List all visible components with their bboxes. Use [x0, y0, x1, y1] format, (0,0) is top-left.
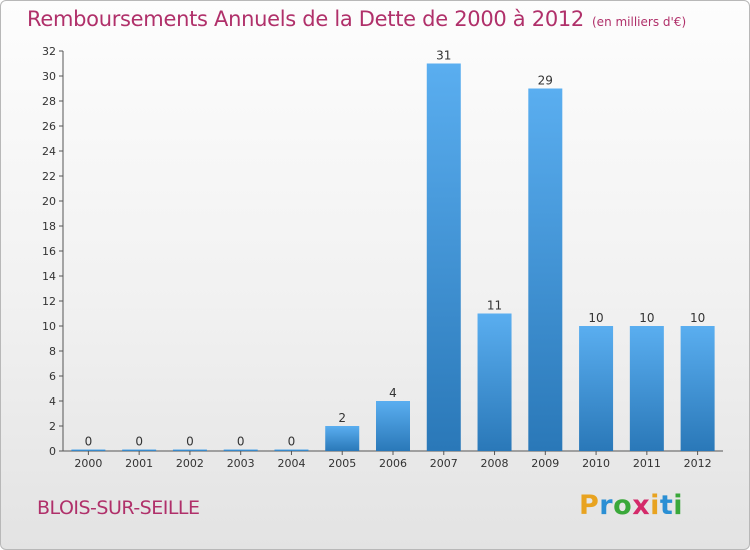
bar-value-label: 0 [85, 435, 93, 449]
y-tick-label: 16 [42, 245, 56, 258]
bar [223, 449, 258, 451]
y-tick-label: 2 [49, 420, 56, 433]
x-tick-label: 2002 [176, 457, 204, 470]
bar [579, 326, 614, 451]
bar-value-label: 4 [389, 386, 397, 400]
bar [376, 401, 410, 451]
bar [71, 449, 106, 451]
y-tick-label: 4 [49, 395, 56, 408]
unit-note: (en milliers d'€) [592, 15, 687, 29]
y-tick-label: 10 [42, 320, 56, 333]
x-tick-label: 2010 [582, 457, 610, 470]
y-tick-label: 14 [42, 270, 56, 283]
y-tick-label: 24 [42, 145, 56, 158]
logo-letter: i [650, 490, 660, 521]
x-tick-label: 2009 [531, 457, 559, 470]
bar-value-label: 0 [288, 435, 296, 449]
bar [172, 449, 207, 451]
bar-value-label: 0 [237, 435, 245, 449]
x-tick-label: 2000 [74, 457, 102, 470]
x-tick-label: 2003 [227, 457, 255, 470]
chart-title-text: Remboursements Annuels de la Dette de 20… [27, 7, 584, 31]
y-tick-label: 28 [42, 95, 56, 108]
bar-value-label: 11 [487, 299, 502, 313]
bar [680, 326, 715, 451]
bar-value-label: 10 [639, 311, 654, 325]
x-tick-label: 2006 [379, 457, 407, 470]
y-tick-label: 26 [42, 120, 56, 133]
proxiti-logo: Proxiti [579, 490, 683, 521]
y-tick-label: 12 [42, 295, 56, 308]
bar [122, 449, 157, 451]
bar [426, 63, 461, 451]
bar [528, 88, 563, 451]
bar-value-label: 2 [338, 411, 346, 425]
bar-value-label: 31 [436, 49, 451, 63]
x-tick-label: 2011 [633, 457, 661, 470]
bar [477, 313, 512, 451]
x-tick-label: 2007 [430, 457, 458, 470]
commune-name: BLOIS-SUR-SEILLE [37, 497, 200, 519]
chart-title: Remboursements Annuels de la Dette de 20… [27, 7, 686, 31]
logo-letter: t [659, 490, 674, 521]
bar-value-label: 29 [538, 74, 553, 88]
bar-value-label: 10 [588, 311, 603, 325]
bar [325, 426, 360, 451]
x-tick-label: 2001 [125, 457, 153, 470]
bar-value-label: 10 [690, 311, 705, 325]
bar-value-label: 0 [186, 435, 194, 449]
x-tick-label: 2004 [277, 457, 305, 470]
y-tick-label: 18 [42, 220, 56, 233]
logo-letter: P [579, 490, 600, 521]
x-tick-label: 2012 [684, 457, 712, 470]
y-tick-label: 6 [49, 370, 56, 383]
x-tick-label: 2005 [328, 457, 356, 470]
bar [629, 326, 664, 451]
logo-letter: o [613, 490, 633, 521]
x-tick-label: 2008 [481, 457, 509, 470]
logo-letter: r [599, 490, 614, 521]
logo-letter: i [673, 490, 684, 521]
y-tick-label: 0 [49, 445, 56, 458]
y-tick-label: 20 [42, 195, 56, 208]
y-tick-label: 32 [42, 45, 56, 58]
bar-value-label: 0 [135, 435, 143, 449]
y-tick-label: 8 [49, 345, 56, 358]
logo-letter: x [632, 490, 651, 521]
bar [274, 449, 309, 451]
y-tick-label: 30 [42, 70, 56, 83]
y-tick-label: 22 [42, 170, 56, 183]
